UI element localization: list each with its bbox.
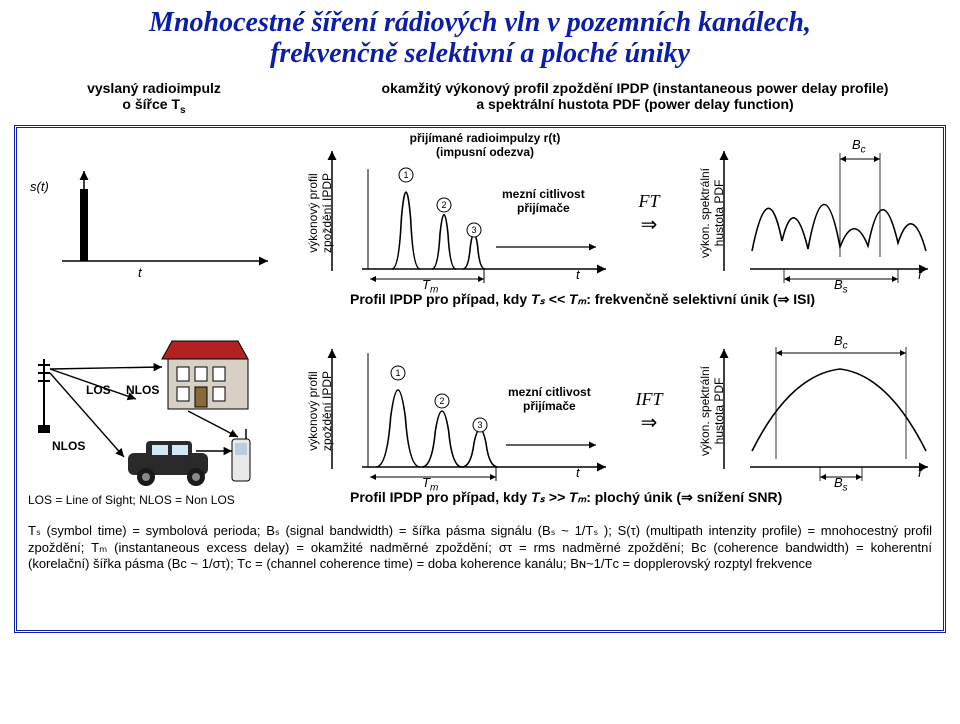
threshold-label-1: mezní citlivostpřijímače [502, 187, 585, 215]
ft-arrow-1: FT ⇒ [624, 131, 674, 311]
svg-text:3: 3 [471, 225, 476, 235]
bs-label-1: B [834, 277, 843, 292]
title-line-2: frekvenčně selektivní a ploché úniky [14, 39, 946, 70]
scene-panel: LOS NLOS NLOS [28, 329, 278, 509]
scene-drawing [28, 329, 278, 489]
svg-text:2: 2 [439, 396, 444, 406]
svg-text:3: 3 [477, 420, 482, 430]
tm-label-1: T [422, 277, 430, 292]
ipdp-ylabel-2: výkonový profilzpoždění IPDP [288, 329, 348, 509]
ift-arrow: IFT ⇒ [624, 329, 674, 509]
tx-pulse-panel: s(t) t [28, 131, 278, 311]
caption-1: Profil IPDP pro případ, kdy Tₛ << Tₘ: fr… [350, 291, 930, 308]
tx-pulse-plot [28, 131, 278, 291]
pdf-plot-1: Bc Bs f [748, 131, 932, 311]
impulse-header: přijímané radioimpulzy r(t) (impusní ode… [356, 131, 614, 159]
pdf-ylabel-2: výkon. spektrálníhustota PDF [680, 329, 740, 509]
impulse-response-2: 123 mezní citlivostpřijímače Tm t [356, 329, 614, 509]
title-line-1: Mnohocestné šíření rádiových vln v pozem… [149, 7, 811, 38]
bc-label-2: B [834, 333, 843, 348]
svg-text:1: 1 [395, 368, 400, 378]
row-flat-fading: LOS NLOS NLOS výkonový profilzpoždění IP… [20, 329, 940, 509]
f-axis-2: f [918, 465, 922, 480]
impulse-response-1: přijímané radioimpulzy r(t) (impusní ode… [356, 131, 614, 311]
los-label: LOS [86, 383, 111, 397]
nlos-label-bottom: NLOS [52, 439, 85, 453]
svg-text:1: 1 [403, 170, 408, 180]
page-title: Mnohocestné šíření rádiových vln v pozem… [14, 8, 946, 70]
pdf-plot-2: Bc Bs f [748, 329, 932, 509]
los-note: LOS = Line of Sight; NLOS = Non LOS [28, 493, 235, 507]
definitions-paragraph: Tₛ (symbol time) = symbolová perioda; Bₛ… [28, 523, 932, 572]
nlos-label-top: NLOS [126, 383, 159, 397]
threshold-label-2: mezní citlivostpřijímače [508, 385, 591, 413]
st-label: s(t) [30, 179, 49, 194]
pdf-ylabel-text-1: výkon. spektrálníhustota PDF [698, 153, 726, 273]
row-frequency-selective: s(t) t výkonový profilzpoždění IPDP [20, 131, 940, 311]
ipdp-ylabel-1: výkonový profilzpoždění IPDP [288, 131, 348, 311]
t-axis: t [138, 265, 142, 280]
tm-label-2: T [422, 475, 430, 490]
bc-label-1: B [852, 137, 861, 152]
ipdp-ylabel-text: výkonový profilzpoždění IPDP [306, 153, 334, 273]
svg-text:2: 2 [441, 200, 446, 210]
bs-label-2: B [834, 475, 843, 490]
t-axis-c1: t [576, 267, 580, 282]
t-axis-c2: t [576, 465, 580, 480]
heading-row: vyslaný radioimpulz o šířce Ts okamžitý … [14, 80, 946, 116]
pdf-ylabel-1: výkon. spektrálníhustota PDF [680, 131, 740, 311]
right-heading: okamžitý výkonový profil zpoždění IPDP (… [324, 80, 946, 116]
left-heading: vyslaný radioimpulz o šířce Ts [14, 80, 294, 116]
diagram-box: s(t) t výkonový profilzpoždění IPDP [14, 125, 946, 633]
caption-2: Profil IPDP pro případ, kdy Tₛ >> Tₘ: pl… [350, 489, 930, 506]
f-axis-1: f [918, 267, 922, 282]
pdf-svg-1 [748, 131, 932, 291]
pdf-svg-2 [748, 329, 932, 489]
